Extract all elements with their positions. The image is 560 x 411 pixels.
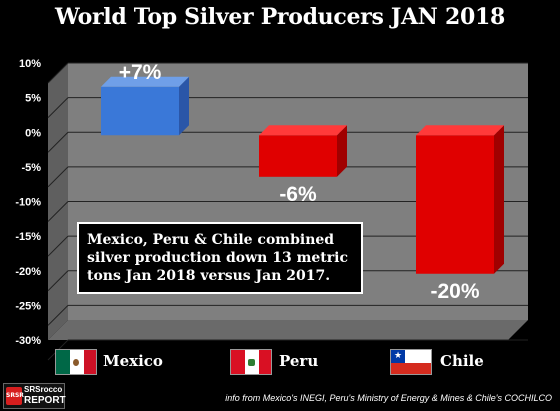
legend-label-chile: Chile: [440, 352, 484, 370]
legend-label-peru: Peru: [279, 352, 319, 370]
gridline-side: [47, 235, 69, 257]
srsrocco-report-logo: SRSR SRSrocco REPORT: [3, 383, 66, 409]
bar-chile: [416, 135, 494, 274]
gridline-side: [47, 270, 69, 292]
plot-side-wall: [48, 63, 68, 340]
source-note: info from Mexico's INEGI, Peru's Ministr…: [225, 393, 552, 403]
y-tick-label: 10%: [19, 58, 41, 70]
logo-line2: REPORT: [24, 395, 66, 406]
chart-title: World Top Silver Producers JAN 2018: [55, 4, 505, 30]
mexico-flag-icon: [55, 349, 97, 375]
y-tick-label: -15%: [15, 231, 41, 243]
bar-top-peru: [259, 125, 347, 136]
data-label-chile: -20%: [430, 280, 479, 303]
peru-flag-icon: [230, 349, 272, 375]
logo-line1: SRSrocco: [24, 385, 63, 394]
bar-side-peru: [337, 125, 347, 177]
y-tick-label: 5%: [25, 93, 41, 105]
gridline-side: [47, 97, 69, 118]
data-label-peru: -6%: [279, 183, 317, 206]
y-tick-label: -20%: [15, 266, 41, 278]
bar-mexico: [101, 86, 179, 136]
bar-side-chile: [494, 125, 504, 274]
y-tick-label: -10%: [15, 197, 41, 209]
gridline-side: [47, 62, 69, 84]
gridline-side: [47, 201, 69, 222]
plot-floor: [48, 320, 528, 340]
y-tick-label: -5%: [21, 162, 41, 174]
bar-side-mexico: [179, 76, 189, 136]
gridline-side: [47, 305, 69, 326]
bar-top-chile: [416, 125, 504, 136]
annotation-box: Mexico, Peru & Chile combined silver pro…: [77, 222, 363, 294]
gridline-side: [47, 166, 69, 188]
y-tick-label: -25%: [15, 300, 41, 312]
bar-top-mexico: [101, 76, 189, 87]
bar-peru: [259, 135, 337, 177]
logo-mark-icon: SRSR: [6, 387, 24, 405]
y-tick-label: -30%: [15, 335, 41, 347]
legend-label-mexico: Mexico: [103, 352, 163, 370]
y-tick-label: 0%: [25, 127, 41, 139]
gridline-side: [47, 131, 69, 153]
chile-flag-icon: ★: [390, 349, 432, 375]
data-label-mexico: +7%: [119, 61, 162, 84]
